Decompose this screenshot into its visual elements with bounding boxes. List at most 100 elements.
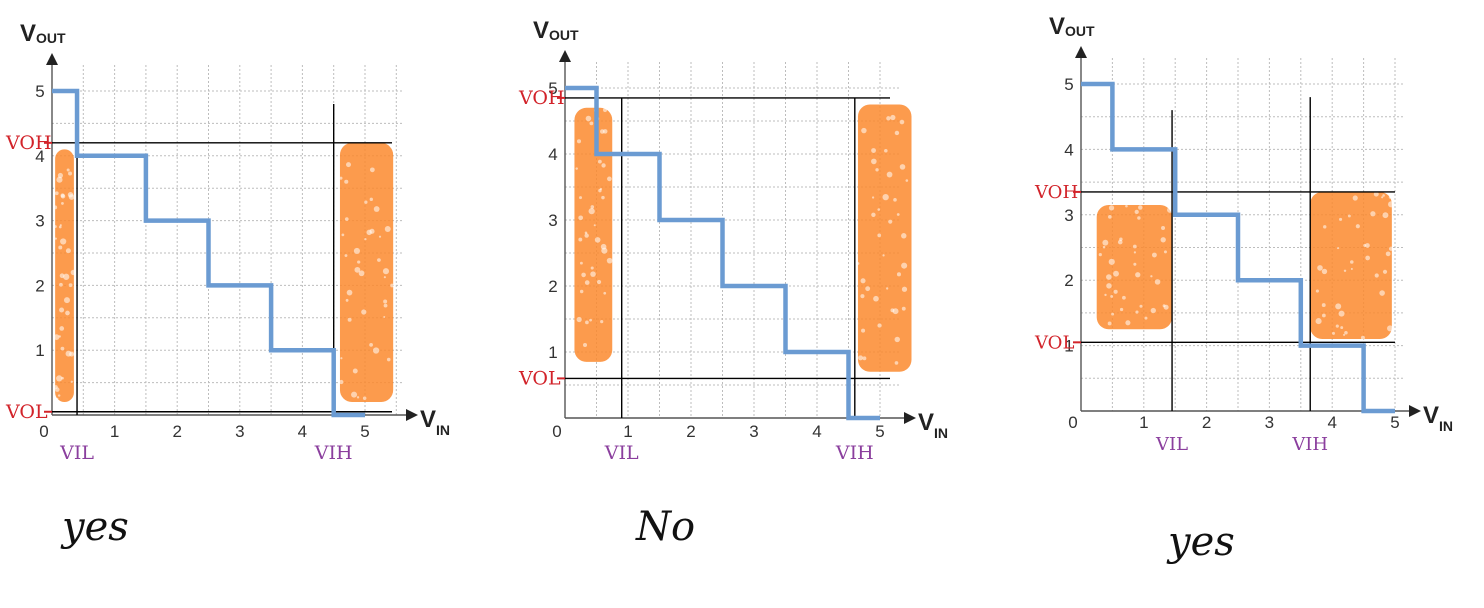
region-speck (53, 205, 58, 210)
region-speck (1110, 294, 1114, 298)
y-axis-arrow (559, 50, 571, 62)
region-speck (383, 303, 388, 308)
region-speck (1317, 265, 1323, 271)
region-speck (590, 271, 596, 277)
region-speck (865, 286, 871, 292)
region-speck (1321, 303, 1326, 308)
y-tick-label: 1 (35, 341, 44, 360)
x-tick-label: 0 (39, 422, 48, 441)
region-speck (584, 231, 588, 235)
region-fill (857, 104, 912, 372)
region-speck (366, 229, 372, 236)
region-speck (894, 130, 900, 136)
region-speck (899, 119, 905, 125)
x-tick-label: 3 (749, 422, 758, 441)
region-speck (1347, 214, 1351, 218)
region-speck (578, 215, 584, 221)
region-speck (383, 315, 386, 318)
region-speck (60, 194, 66, 199)
region-speck (1102, 239, 1109, 246)
region-speck (1137, 216, 1141, 220)
x-tick-label: 4 (1327, 413, 1336, 432)
region-speck (344, 179, 349, 184)
transfer-curve (52, 88, 365, 418)
region-speck (888, 219, 893, 224)
region-speck (1363, 243, 1367, 247)
region-speck (67, 192, 74, 198)
region-speck (596, 279, 602, 285)
region-speck (1125, 320, 1131, 326)
region-speck (1163, 250, 1167, 254)
region-speck (861, 127, 867, 134)
x-axis-title: VIN (420, 406, 450, 438)
region-speck (1373, 191, 1379, 197)
region-speck (1385, 251, 1391, 257)
y-axis-arrow (46, 53, 58, 65)
verdict-text: No (635, 504, 695, 550)
transfer-curve (1081, 81, 1395, 414)
x-axis-title: VIN (918, 409, 948, 441)
region-speck (1350, 260, 1354, 264)
region-speck (357, 260, 361, 264)
x-tick-label: 4 (298, 422, 307, 441)
region-speck (346, 289, 353, 296)
region-speck (858, 355, 864, 361)
x-tick-label: 4 (812, 422, 821, 441)
y-axis-title-sub: OUT (1065, 23, 1095, 39)
region-speck (862, 356, 867, 361)
region-speck (56, 397, 59, 400)
region-speck (1365, 243, 1370, 248)
region-speck (594, 237, 601, 243)
region-speck (57, 394, 61, 397)
region-1 (1096, 204, 1173, 330)
region-fill (1310, 191, 1392, 340)
region-speck (1135, 272, 1141, 278)
region-speck (55, 387, 60, 392)
region-speck (1154, 279, 1161, 285)
region-speck (1360, 335, 1365, 340)
region-speck (1379, 290, 1385, 296)
region-speck (1343, 333, 1346, 336)
region-speck (901, 233, 907, 239)
region-speck (1382, 194, 1385, 197)
region-speck (886, 116, 891, 121)
region-speck (582, 342, 588, 347)
region-speck (882, 193, 889, 201)
region-1 (53, 149, 77, 404)
region-speck (354, 266, 361, 273)
y-tick-label: 5 (35, 82, 44, 101)
region-speck (54, 399, 58, 404)
voh-label: VOH (5, 132, 52, 154)
region-speck (871, 212, 876, 217)
region-speck (575, 167, 578, 170)
region-speck (607, 176, 612, 182)
region-speck (362, 396, 367, 400)
y-axis-title: VOUT (533, 17, 579, 44)
region-speck (339, 176, 343, 180)
vil-label: VIL (604, 442, 639, 464)
region-speck (1382, 269, 1388, 274)
region-speck (871, 196, 875, 199)
region-speck (70, 380, 73, 383)
region-speck (1382, 212, 1389, 219)
region-speck (372, 347, 380, 354)
x-axis-title-sub: IN (1439, 418, 1453, 434)
region-speck (373, 206, 380, 212)
region-speck (1388, 195, 1392, 199)
x-tick-label: 2 (172, 422, 181, 441)
region-speck (579, 289, 584, 294)
region-speck (593, 224, 596, 227)
region-speck (351, 391, 358, 398)
region-speck (1355, 224, 1360, 229)
region-speck (369, 197, 373, 202)
region-speck (361, 309, 367, 315)
region-fill (574, 107, 613, 362)
region-speck (882, 254, 885, 257)
region-speck (386, 357, 391, 362)
region-speck (61, 202, 64, 205)
vih-label: VIH (1291, 434, 1328, 455)
region-speck (1332, 331, 1335, 335)
vih-label: VIH (314, 442, 353, 464)
region-2 (856, 104, 912, 372)
